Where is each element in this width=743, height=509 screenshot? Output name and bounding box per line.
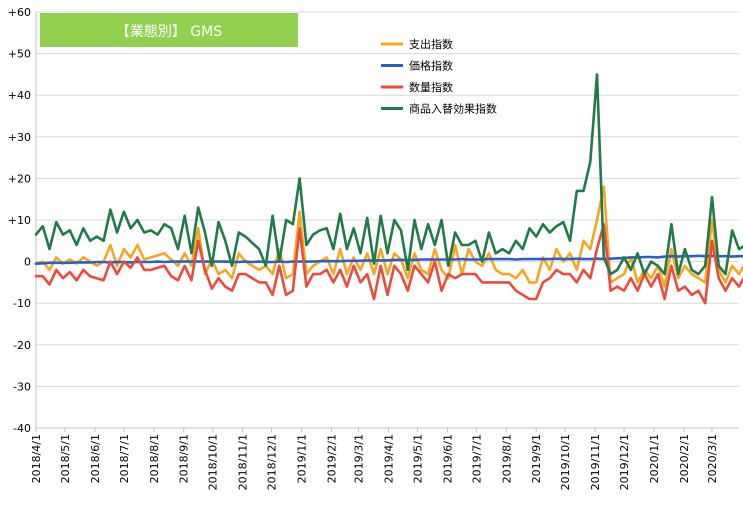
x-tick-labels: 2018/4/1 2018/5/1 2018/6/1 2018/7/1 2018/8/1…: [30, 434, 719, 490]
x-tick-label-17: 2019/9/1: [530, 434, 543, 483]
x-tick-label-9: 2019/1/1: [296, 434, 309, 483]
series-line-2: [34, 222, 743, 305]
series-lines: [34, 73, 743, 305]
series-line-0: [34, 185, 743, 288]
x-tick-label-0: 2018/4/1: [30, 434, 43, 483]
x-tick-label-10: 2019/2/1: [325, 434, 338, 483]
x-tick-label-1: 2018/5/1: [59, 434, 72, 483]
x-tick-label-4: 2018/8/1: [148, 434, 161, 483]
grid-lines: [36, 11, 739, 429]
y-tick-label-4: +20: [8, 172, 31, 185]
x-tick-label-21: 2020/1/1: [648, 434, 661, 483]
y-tick-label-8: -20: [13, 339, 31, 352]
y-tick-labels: +60 +50 +40 +30 +20 +10 0 -10 -20 -30 -40: [8, 6, 31, 435]
y-tick-label-10: -40: [13, 422, 31, 435]
x-tick-label-12: 2019/4/1: [382, 434, 395, 483]
y-tick-label-6: 0: [24, 256, 31, 269]
x-tick-label-6: 2018/10/1: [207, 434, 220, 490]
x-tick-label-8: 2018/12/1: [266, 434, 279, 490]
y-tick-label-7: -10: [13, 297, 31, 310]
title-background: [40, 13, 298, 47]
x-tick-label-2: 2018/6/1: [89, 434, 102, 483]
x-tick-label-18: 2019/10/1: [559, 434, 572, 490]
series-line-3: [34, 73, 743, 276]
x-tick-label-7: 2018/11/1: [237, 434, 250, 490]
legend-label-3: 商品入替効果指数: [409, 102, 497, 116]
x-tick-label-14: 2019/6/1: [441, 434, 454, 483]
x-tick-label-13: 2019/5/1: [411, 434, 424, 483]
x-tick-label-11: 2019/3/1: [353, 434, 366, 483]
legend-label-0: 支出指数: [409, 37, 453, 51]
x-tick-label-19: 2019/11/1: [589, 434, 602, 490]
y-tick-label-2: +40: [8, 89, 31, 102]
chart-title: 【業態別】 GMS: [116, 24, 222, 40]
legend-label-2: 数量指数: [409, 80, 453, 94]
x-tick-label-23: 2020/3/1: [706, 434, 719, 483]
x-tick-label-3: 2018/7/1: [118, 434, 131, 483]
x-tick-label-5: 2018/9/1: [178, 434, 191, 483]
y-tick-label-1: +50: [8, 48, 31, 61]
x-tick-label-20: 2019/12/1: [618, 434, 631, 490]
x-tick-label-16: 2019/8/1: [500, 434, 513, 483]
y-tick-label-5: +10: [8, 214, 31, 227]
y-tick-label-9: -30: [13, 380, 31, 393]
axes: [35, 12, 739, 432]
x-tick-label-15: 2019/7/1: [470, 434, 483, 483]
title-box: 【業態別】 GMS: [40, 13, 298, 47]
x-tick-label-22: 2020/2/1: [678, 434, 691, 483]
legend-label-1: 価格指数: [409, 59, 453, 73]
y-tick-label-0: +60: [8, 6, 31, 19]
y-tick-label-3: +30: [8, 131, 31, 144]
